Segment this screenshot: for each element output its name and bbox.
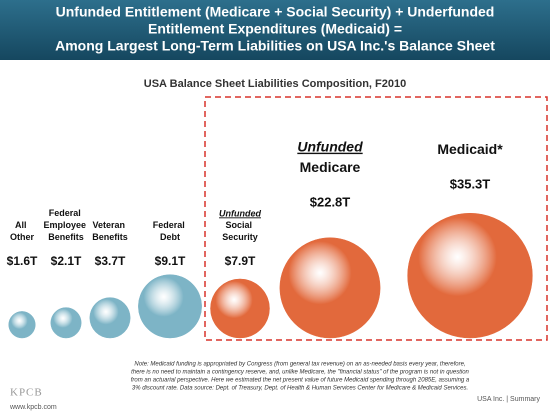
note-line: there is no need to maintain a contingen… [131,370,469,376]
bubble [89,297,131,339]
value-label: $22.8T [310,194,351,209]
qualifier-label: Unfunded [297,139,363,155]
value-label: $9.1T [155,254,186,268]
header: Unfunded Entitlement (Medicare + Social … [55,4,495,54]
plot: $1.6T All Other $2.1T Federal Employee Bene… [7,139,533,339]
value-label: $3.7T [95,254,126,268]
bubble [210,278,270,339]
note-line: 3% discount rate. Data source: Dept. of … [132,386,468,392]
header-band [0,0,550,60]
bubble [50,307,82,339]
bubble [138,274,202,339]
category-label: Veteran Benefits [92,220,128,242]
category-label: Medicare [300,159,361,175]
header-line: Unfunded Entitlement (Medicare + Social … [56,4,495,20]
category-label: Federal Debt [153,220,188,242]
category-label: Medicaid* [437,141,503,157]
footer-url: www.kpcb.com [9,404,57,411]
note-line: Note: Medicaid funding is appropriated b… [134,362,465,368]
header-line: Among Largest Long-Term Liabilities on U… [55,38,495,54]
highlight-box [204,96,548,341]
header-line: Entitlement Expenditures (Medicaid) = [148,21,402,37]
note: Note: Medicaid funding is appropriated b… [131,362,470,392]
qualifier-label: Unfunded [219,208,261,218]
value-label: $1.6T [7,254,38,268]
category-label: Social Security [222,220,258,242]
bubble [8,311,36,339]
category-label: Federal Employee Benefits [43,208,88,242]
bubble [279,237,381,339]
value-label: $2.1T [51,254,82,268]
note-line: from an actuarial perspective. Here we e… [131,378,470,384]
footer-section: USA Inc. | Summary [477,396,540,403]
value-label: $35.3T [450,176,491,191]
value-label: $7.9T [225,254,256,268]
category-label: All Other [10,220,35,242]
logo: KPCB [10,387,43,399]
bubble [407,212,533,339]
chart-title: USA Balance Sheet Liabilities Compositio… [144,78,406,90]
